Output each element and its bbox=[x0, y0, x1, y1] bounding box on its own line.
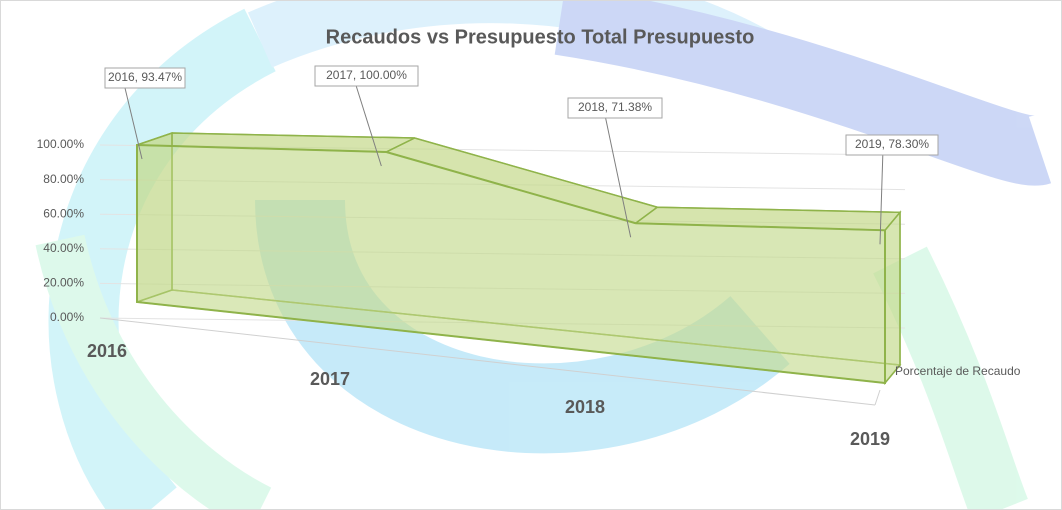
y-tick-label: 100.00% bbox=[37, 137, 85, 151]
x-tick-label: 2019 bbox=[850, 429, 890, 449]
area-side bbox=[884, 210, 901, 386]
callout bbox=[355, 85, 382, 167]
y-tick-label: 0.00% bbox=[50, 310, 84, 324]
data-label: 2017, 100.00% bbox=[326, 68, 407, 82]
data-label: 2019, 78.30% bbox=[855, 137, 929, 151]
series-label: Porcentaje de Recaudo bbox=[895, 364, 1021, 378]
axis-line bbox=[99, 317, 876, 406]
axis-line bbox=[874, 389, 881, 406]
area bbox=[136, 143, 886, 385]
data-label: 2018, 71.38% bbox=[578, 100, 652, 114]
callout bbox=[124, 87, 143, 160]
y-tick-label: 40.00% bbox=[43, 241, 84, 255]
y-tick-label: 80.00% bbox=[43, 172, 84, 186]
label-box bbox=[567, 97, 663, 119]
callout bbox=[879, 154, 884, 245]
chart-title: Recaudos vs Presupuesto Total Presupuest… bbox=[326, 26, 755, 48]
y-tick-label: 60.00% bbox=[43, 206, 84, 220]
data-label: 2016, 93.47% bbox=[108, 70, 182, 84]
label-box bbox=[314, 65, 419, 87]
x-tick-label: 2017 bbox=[310, 369, 350, 389]
x-tick-label: 2016 bbox=[87, 341, 127, 361]
callout bbox=[605, 117, 632, 238]
y-tick-label: 20.00% bbox=[43, 276, 84, 290]
grid-line bbox=[99, 282, 906, 294]
x-tick-label: 2018 bbox=[565, 397, 605, 417]
grid-line bbox=[99, 248, 906, 260]
watermark bbox=[35, 0, 1051, 510]
label-box bbox=[104, 67, 186, 89]
label-box bbox=[845, 134, 939, 156]
grid-line bbox=[99, 317, 906, 329]
